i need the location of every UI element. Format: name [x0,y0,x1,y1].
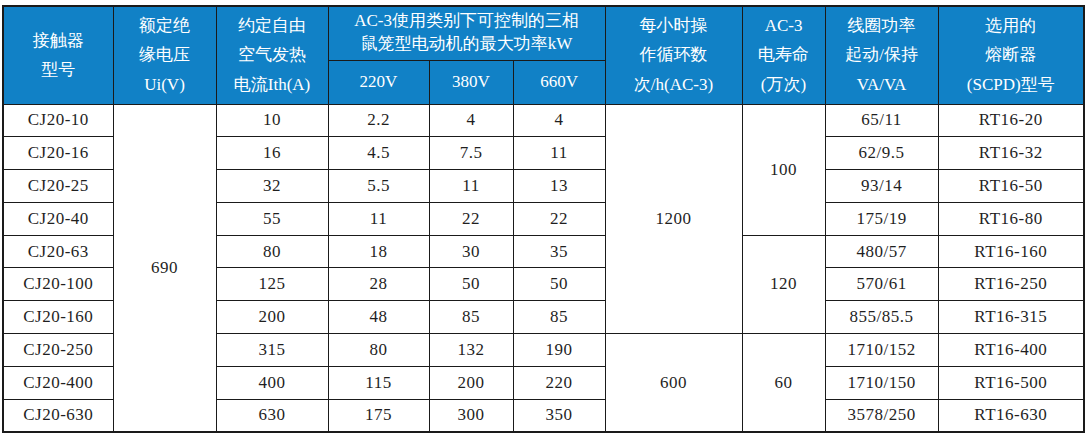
cell-model: CJ20-160 [3,301,113,334]
table-header: 接触器 型号 额定绝 缘电压 Ui(V) 约定自由 空气发热 电流Ith(A) … [3,6,1084,104]
cell-power-220v: 4.5 [328,137,429,170]
cell-thermal-current: 80 [216,235,328,268]
cell-power-220v: 5.5 [328,170,429,203]
cell-model: CJ20-10 [3,104,113,137]
cell-power-220v: 2.2 [328,104,429,137]
cell-coil-power: 93/14 [825,170,938,203]
cell-power-660v: 35 [513,235,605,268]
header-220v: 220V [328,60,429,104]
cell-power-380v: 132 [429,334,513,367]
cell-thermal-current: 32 [216,170,328,203]
table-row: CJ20-10 690 10 2.2 4 4 1200 100 65/11 RT… [3,104,1084,137]
cell-power-660v: 85 [513,301,605,334]
cell-thermal-current: 200 [216,301,328,334]
cell-model: CJ20-40 [3,202,113,235]
cell-power-380v: 30 [429,235,513,268]
cell-power-660v: 13 [513,170,605,203]
cell-power-660v: 11 [513,137,605,170]
cell-power-660v: 50 [513,268,605,301]
cell-electrical-life: 60 [742,334,825,432]
cell-electrical-life: 100 [742,104,825,235]
cell-fuse-type: RT16-315 [938,301,1084,334]
cell-power-380v: 11 [429,170,513,203]
header-electrical-life: AC-3 电寿命 (万次) [742,6,825,104]
header-660v: 660V [513,60,605,104]
cell-power-220v: 11 [328,202,429,235]
cell-cycles-per-hour: 1200 [605,104,742,334]
header-cycles-per-hour: 每小时操 作循环数 次/h(AC-3) [605,6,742,104]
cell-power-660v: 220 [513,366,605,399]
cell-coil-power: 855/85.5 [825,301,938,334]
cell-power-220v: 175 [328,399,429,432]
header-thermal-current: 约定自由 空气发热 电流Ith(A) [216,6,328,104]
cell-power-660v: 4 [513,104,605,137]
table-body: CJ20-10 690 10 2.2 4 4 1200 100 65/11 RT… [3,104,1084,432]
cell-fuse-type: RT16-50 [938,170,1084,203]
cell-power-380v: 22 [429,202,513,235]
cell-thermal-current: 10 [216,104,328,137]
cell-electrical-life: 120 [742,235,825,333]
cell-fuse-type: RT16-500 [938,366,1084,399]
header-row-1: 接触器 型号 额定绝 缘电压 Ui(V) 约定自由 空气发热 电流Ith(A) … [3,6,1084,60]
cell-thermal-current: 630 [216,399,328,432]
cell-coil-power: 1710/150 [825,366,938,399]
cell-power-380v: 50 [429,268,513,301]
cell-model: CJ20-400 [3,366,113,399]
contactor-spec-table: 接触器 型号 额定绝 缘电压 Ui(V) 约定自由 空气发热 电流Ith(A) … [2,5,1085,433]
cell-fuse-type: RT16-20 [938,104,1084,137]
cell-coil-power: 1710/152 [825,334,938,367]
cell-fuse-type: RT16-630 [938,399,1084,432]
cell-thermal-current: 400 [216,366,328,399]
cell-coil-power: 175/19 [825,202,938,235]
cell-fuse-type: RT16-250 [938,268,1084,301]
cell-thermal-current: 16 [216,137,328,170]
cell-model: CJ20-63 [3,235,113,268]
cell-power-380v: 7.5 [429,137,513,170]
header-380v: 380V [429,60,513,104]
cell-thermal-current: 315 [216,334,328,367]
cell-power-660v: 350 [513,399,605,432]
cell-fuse-type: RT16-32 [938,137,1084,170]
header-coil-power: 线圈功率 起动/保持 VA/VA [825,6,938,104]
cell-coil-power: 3578/250 [825,399,938,432]
cell-thermal-current: 55 [216,202,328,235]
cell-thermal-current: 125 [216,268,328,301]
cell-model: CJ20-250 [3,334,113,367]
cell-power-220v: 48 [328,301,429,334]
cell-power-220v: 80 [328,334,429,367]
cell-model: CJ20-16 [3,137,113,170]
cell-coil-power: 570/61 [825,268,938,301]
cell-power-220v: 18 [328,235,429,268]
cell-coil-power: 480/57 [825,235,938,268]
cell-power-380v: 200 [429,366,513,399]
cell-power-220v: 28 [328,268,429,301]
cell-power-380v: 300 [429,399,513,432]
header-model: 接触器 型号 [3,6,113,104]
cell-model: CJ20-630 [3,399,113,432]
page: 接触器 型号 额定绝 缘电压 Ui(V) 约定自由 空气发热 电流Ith(A) … [0,0,1085,440]
cell-model: CJ20-25 [3,170,113,203]
header-ac3-power-group: AC-3使用类别下可控制的三相 鼠笼型电动机的最大功率kW [328,6,605,60]
cell-power-220v: 115 [328,366,429,399]
cell-coil-power: 62/9.5 [825,137,938,170]
cell-power-380v: 85 [429,301,513,334]
cell-cycles-per-hour: 600 [605,334,742,432]
cell-fuse-type: RT16-400 [938,334,1084,367]
cell-power-380v: 4 [429,104,513,137]
cell-fuse-type: RT16-160 [938,235,1084,268]
cell-power-660v: 22 [513,202,605,235]
cell-power-660v: 190 [513,334,605,367]
cell-model: CJ20-100 [3,268,113,301]
header-insulation-voltage: 额定绝 缘电压 Ui(V) [113,6,216,104]
cell-fuse-type: RT16-80 [938,202,1084,235]
cell-insulation-voltage: 690 [113,104,216,432]
header-fuse-type: 选用的 熔断器 (SCPD)型号 [938,6,1084,104]
cell-coil-power: 65/11 [825,104,938,137]
